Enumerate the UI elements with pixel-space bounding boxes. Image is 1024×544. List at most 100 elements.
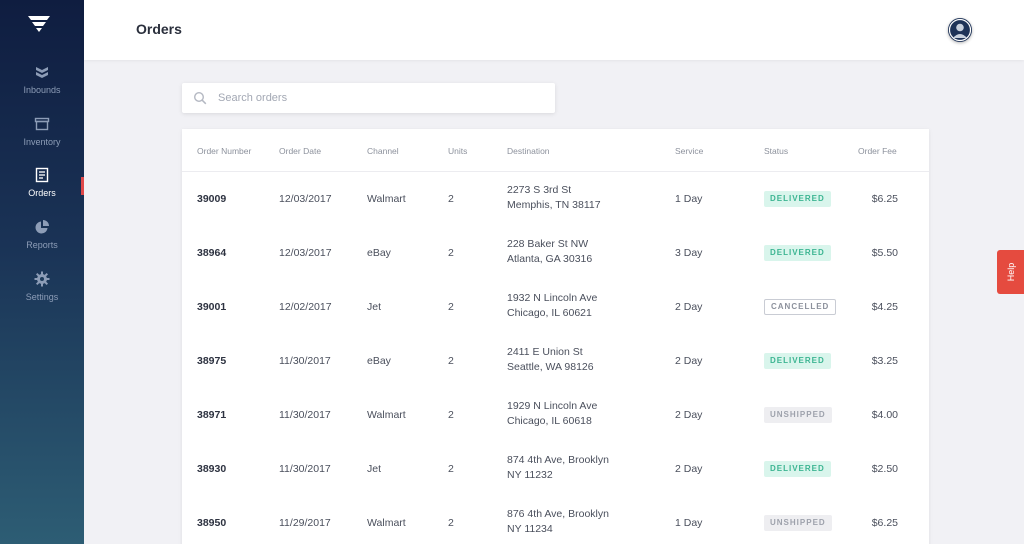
order-fee: $6.25 (871, 517, 898, 529)
help-button[interactable]: Help (997, 250, 1024, 294)
destination-street: 874 4th Ave, Brooklyn (507, 454, 609, 466)
avatar[interactable] (948, 18, 972, 42)
destination-city: NY 11234 (507, 523, 553, 535)
status-badge: DELIVERED (764, 191, 831, 207)
destination-city: Chicago, IL 60618 (507, 415, 592, 427)
top-header: Orders (84, 0, 1024, 60)
sidebar-item-settings[interactable]: Settings (0, 271, 84, 319)
order-fee: $4.25 (871, 301, 898, 313)
status-badge: CANCELLED (764, 299, 837, 315)
status-badge: DELIVERED (764, 245, 831, 261)
search-box (182, 83, 555, 113)
order-channel: Walmart (367, 193, 406, 205)
order-number[interactable]: 38964 (197, 247, 227, 259)
inbounds-icon (34, 64, 50, 80)
order-number[interactable]: 39001 (197, 301, 227, 313)
order-channel: eBay (367, 355, 391, 367)
table-row[interactable]: 38950 11/29/2017 Walmart 2 876 4th Ave, … (182, 496, 929, 544)
order-units: 2 (448, 247, 454, 259)
destination-street: 2273 S 3rd St (507, 184, 572, 196)
order-destination: 2411 E Union St Seattle, WA 98126 (507, 345, 594, 375)
order-number[interactable]: 38930 (197, 463, 227, 475)
order-date: 12/03/2017 (279, 193, 332, 205)
inventory-icon (34, 116, 50, 132)
order-channel: Walmart (367, 409, 406, 421)
order-service: 2 Day (675, 355, 703, 367)
destination-city: Atlanta, GA 30316 (507, 253, 593, 265)
order-destination: 2273 S 3rd St Memphis, TN 38117 (507, 183, 601, 213)
help-label: Help (1005, 262, 1016, 282)
order-service: 2 Day (675, 463, 703, 475)
order-channel: Jet (367, 301, 382, 313)
column-header[interactable]: Service (675, 146, 704, 156)
order-fee: $4.00 (871, 409, 898, 421)
sidebar-item-label: Settings (25, 292, 59, 302)
column-header[interactable]: Status (764, 146, 789, 156)
order-destination: 1932 N Lincoln Ave Chicago, IL 60621 (507, 291, 597, 321)
column-header[interactable]: Order Number (197, 146, 252, 156)
order-service: 3 Day (675, 247, 703, 259)
reports-icon (34, 219, 50, 235)
destination-city: Chicago, IL 60621 (507, 307, 592, 319)
order-units: 2 (448, 463, 454, 475)
sidebar-item-inbounds[interactable]: Inbounds (0, 64, 84, 112)
column-header[interactable]: Units (448, 146, 468, 156)
order-fee: $3.25 (871, 355, 898, 367)
sidebar-item-label: Inventory (23, 137, 61, 147)
order-service: 1 Day (675, 517, 703, 529)
sidebar: Inbounds Inventory Orders Reports (0, 0, 84, 544)
order-channel: eBay (367, 247, 391, 259)
order-date: 11/29/2017 (279, 517, 331, 529)
search-icon (193, 91, 207, 105)
sidebar-item-reports[interactable]: Reports (0, 219, 84, 267)
order-destination: 874 4th Ave, Brooklyn NY 11232 (507, 453, 609, 483)
column-header[interactable]: Order Fee (858, 146, 897, 156)
table-row[interactable]: 38930 11/30/2017 Jet 2 874 4th Ave, Broo… (182, 442, 929, 496)
destination-city: Seattle, WA 98126 (507, 361, 594, 373)
status-badge: UNSHIPPED (764, 407, 832, 423)
order-number[interactable]: 38975 (197, 355, 227, 367)
destination-city: NY 11232 (507, 469, 553, 481)
destination-street: 1932 N Lincoln Ave (507, 292, 598, 304)
order-destination: 876 4th Ave, Brooklyn NY 11234 (507, 507, 609, 537)
order-units: 2 (448, 409, 454, 421)
column-header[interactable]: Channel (367, 146, 399, 156)
order-date: 11/30/2017 (279, 463, 331, 475)
sidebar-item-label: Reports (26, 240, 58, 250)
sidebar-item-inventory[interactable]: Inventory (0, 116, 84, 164)
orders-icon (34, 167, 50, 183)
status-badge: DELIVERED (764, 461, 831, 477)
order-number[interactable]: 38950 (197, 517, 227, 529)
order-destination: 228 Baker St NW Atlanta, GA 30316 (507, 237, 592, 267)
order-number[interactable]: 39009 (197, 193, 227, 205)
table-row[interactable]: 38964 12/03/2017 eBay 2 228 Baker St NW A… (182, 226, 929, 280)
order-channel: Jet (367, 463, 382, 475)
table-row[interactable]: 38975 11/30/2017 eBay 2 2411 E Union St S… (182, 334, 929, 388)
order-service: 2 Day (675, 409, 703, 421)
column-header[interactable]: Destination (507, 146, 550, 156)
table-header: Order Number Order Date Channel Units De… (182, 129, 929, 172)
table-row[interactable]: 38971 11/30/2017 Walmart 2 1929 N Lincol… (182, 388, 929, 442)
order-date: 12/02/2017 (279, 301, 332, 313)
sidebar-item-orders[interactable]: Orders (0, 167, 84, 215)
search-input[interactable] (218, 83, 538, 113)
sidebar-item-label: Inbounds (23, 85, 61, 95)
order-date: 12/03/2017 (279, 247, 332, 259)
active-indicator (81, 177, 84, 195)
order-number[interactable]: 38971 (197, 409, 227, 421)
order-units: 2 (448, 517, 454, 529)
table-row[interactable]: 39009 12/03/2017 Walmart 2 2273 S 3rd St… (182, 172, 929, 226)
order-service: 2 Day (675, 301, 703, 313)
destination-city: Memphis, TN 38117 (507, 199, 601, 211)
destination-street: 2411 E Union St (507, 346, 583, 358)
user-icon (948, 18, 972, 42)
column-header[interactable]: Order Date (279, 146, 322, 156)
order-units: 2 (448, 301, 454, 313)
logo-icon[interactable] (27, 14, 51, 34)
order-fee: $5.50 (871, 247, 898, 259)
table-row[interactable]: 39001 12/02/2017 Jet 2 1932 N Lincoln Av… (182, 280, 929, 334)
order-date: 11/30/2017 (279, 355, 331, 367)
order-service: 1 Day (675, 193, 703, 205)
order-units: 2 (448, 355, 454, 367)
order-fee: $2.50 (871, 463, 898, 475)
